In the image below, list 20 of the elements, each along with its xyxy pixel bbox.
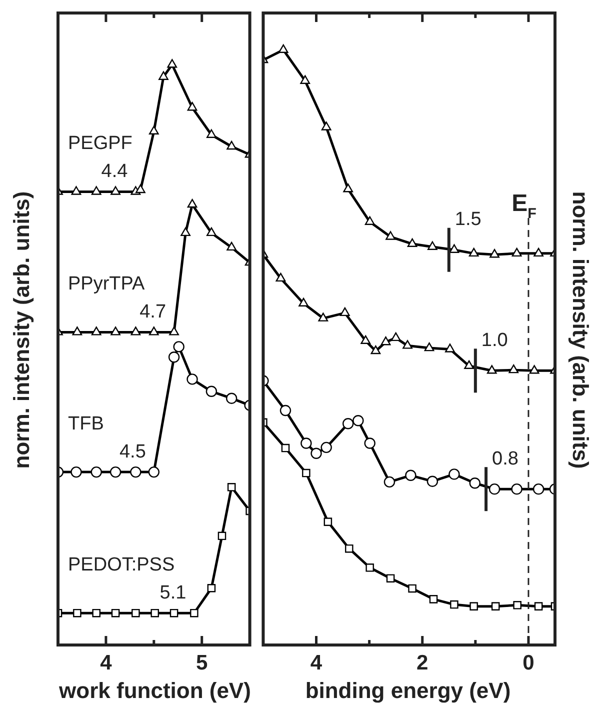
annotation: 4.4 bbox=[101, 160, 128, 182]
annotation: 4.5 bbox=[119, 441, 146, 462]
x-tick-label: 2 bbox=[416, 651, 428, 674]
x-tick-label: 4 bbox=[310, 651, 322, 674]
x-tick-label: 5 bbox=[196, 651, 208, 674]
y-axis-title: norm. intensity (arb. units) bbox=[9, 190, 35, 471]
series-label: PEDOT:PSS bbox=[68, 554, 175, 576]
x-tick-label: 0 bbox=[522, 651, 534, 674]
series-label: TFB bbox=[68, 413, 104, 434]
x-axis-title: work function (eV) bbox=[58, 678, 252, 704]
series-label: PEGPF bbox=[68, 132, 132, 154]
annotation: 1.0 bbox=[481, 330, 508, 351]
annotation: 5.1 bbox=[160, 582, 186, 604]
annotation: 1.5 bbox=[454, 209, 482, 230]
x-axis-title: binding energy (eV) bbox=[305, 678, 511, 703]
annotation: 0.8 bbox=[492, 448, 518, 470]
series-label: PPyrTPA bbox=[68, 273, 146, 294]
y2-axis-title: norm. intensity (arb. units) bbox=[567, 190, 593, 471]
annotation: 4.7 bbox=[140, 301, 166, 322]
x-tick-label: 4 bbox=[100, 651, 112, 674]
